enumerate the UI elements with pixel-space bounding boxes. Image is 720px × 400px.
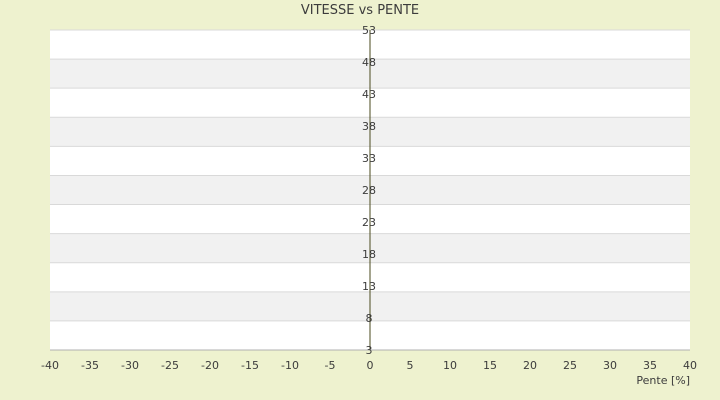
- x-tick-label: 0: [367, 359, 374, 372]
- y-tick-label: 43: [362, 88, 376, 101]
- x-tick-label: 35: [643, 359, 657, 372]
- x-tick-label: -10: [281, 359, 299, 372]
- y-tick-label: 33: [362, 152, 376, 165]
- x-axis-title: Pente [%]: [636, 374, 690, 387]
- x-tick-label: 10: [443, 359, 457, 372]
- x-tick-label: -15: [241, 359, 259, 372]
- y-tick-label: 23: [362, 216, 376, 229]
- x-tick-label: -35: [81, 359, 99, 372]
- x-tick-label: 25: [563, 359, 577, 372]
- x-tick-label: -40: [41, 359, 59, 372]
- y-tick-label: 3: [366, 344, 373, 357]
- y-tick-label: 8: [366, 312, 373, 325]
- y-tick-label: 13: [362, 280, 376, 293]
- y-tick-label: 38: [362, 120, 376, 133]
- x-tick-label: 40: [683, 359, 697, 372]
- x-tick-label: 15: [483, 359, 497, 372]
- y-tick-label: 48: [362, 56, 376, 69]
- x-tick-label: -5: [325, 359, 336, 372]
- y-tick-label: 28: [362, 184, 376, 197]
- x-tick-label: -20: [201, 359, 219, 372]
- x-tick-label: 30: [603, 359, 617, 372]
- x-tick-label: 5: [407, 359, 414, 372]
- y-tick-label: 53: [362, 24, 376, 37]
- x-tick-label: -30: [121, 359, 139, 372]
- x-tick-label: 20: [523, 359, 537, 372]
- chart-title: VITESSE vs PENTE: [301, 3, 419, 18]
- axes: -40 -35 -30 -25 -20 -15 -10 -5 0 5 10 15 20 25 30 35 40 5…: [41, 24, 697, 372]
- y-tick-label: 18: [362, 248, 376, 261]
- x-tick-label: -25: [161, 359, 179, 372]
